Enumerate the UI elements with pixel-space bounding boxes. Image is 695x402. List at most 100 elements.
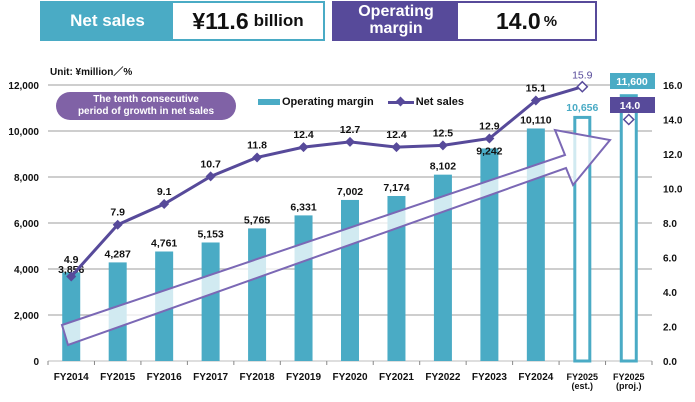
x-axis-label: FY2019 — [286, 372, 321, 383]
operating-margin-kpi-label: Operating margin — [334, 3, 458, 39]
line-value-label: 12.9 — [479, 120, 500, 132]
bar — [387, 195, 406, 361]
bar — [526, 128, 545, 361]
bar — [433, 174, 452, 361]
x-axis-label: FY2016 — [147, 372, 182, 383]
left-axis-tick: 4,000 — [14, 265, 39, 276]
line-marker — [66, 271, 77, 282]
line-marker — [391, 142, 402, 153]
line-marker-hollow — [622, 113, 635, 126]
x-axis-label: FY2014 — [54, 372, 89, 383]
bar-value-label: 7,002 — [337, 186, 363, 198]
line-value-label: 12.4 — [386, 129, 407, 141]
line-marker — [530, 95, 541, 106]
bar-hollow — [619, 94, 638, 363]
line-marker — [298, 142, 309, 153]
x-axis-label: (proj.) — [616, 381, 642, 391]
line-marker-hollow — [576, 80, 589, 93]
line-value-label: 15.9 — [572, 70, 593, 82]
net-sales-kpi-label: Net sales — [70, 11, 145, 31]
line-series — [70, 85, 583, 278]
left-axis-tick: 2,000 — [14, 311, 39, 322]
left-axis-tick: 0 — [33, 357, 39, 368]
line-value-label: 14.0 — [620, 100, 641, 112]
x-axis-label: (est.) — [572, 381, 594, 391]
line-marker — [205, 171, 216, 182]
legend-bar-swatch-icon — [258, 99, 280, 105]
line-marker — [112, 219, 123, 230]
bar-value-label: 9,242 — [476, 145, 502, 157]
x-axis-label: FY2024 — [518, 372, 553, 383]
right-axis-tick: 10.0 — [663, 185, 683, 196]
bar — [294, 215, 313, 361]
operating-margin-kpi-value: 14.0 % — [458, 3, 595, 39]
operating-margin-label-line1: Operating — [358, 3, 434, 21]
line-marker — [484, 133, 495, 144]
line-value-label: 10.7 — [200, 158, 221, 170]
x-axis-label: FY2017 — [193, 372, 228, 383]
bar — [480, 148, 499, 361]
line-marker — [252, 152, 263, 163]
growth-badge: The tenth consecutive period of growth i… — [56, 92, 236, 120]
legend-line-label: Net sales — [415, 96, 464, 108]
bar-value-label: 10,110 — [520, 114, 552, 126]
right-axis-tick: 4.0 — [663, 288, 677, 299]
legend-line-swatch-icon — [387, 97, 414, 107]
chart-legend: Operating margin Net sales — [258, 96, 464, 108]
left-axis-tick: 12,000 — [8, 81, 39, 92]
right-axis-tick: 12.0 — [663, 150, 683, 161]
line-value-label: 11.8 — [247, 139, 267, 151]
growth-badge-line1: The tenth consecutive — [93, 94, 199, 105]
x-axis-label: FY2021 — [379, 372, 414, 383]
right-axis-tick: 6.0 — [663, 254, 677, 265]
bar — [62, 272, 81, 361]
x-axis-label: FY2015 — [100, 372, 135, 383]
net-sales-kpi: Net sales ¥11.6 billion — [40, 1, 325, 41]
bar-value-label: 5,153 — [197, 228, 223, 240]
bar-value-label: 7,174 — [383, 182, 409, 194]
line-marker — [159, 199, 170, 210]
line-value-box — [610, 97, 655, 113]
line-value-label: 15.1 — [526, 83, 547, 95]
operating-margin-label-line2: margin — [369, 20, 423, 37]
bar-value-label: 11,600 — [616, 76, 648, 88]
left-axis-tick: 6,000 — [14, 219, 39, 230]
line-value-label: 12.4 — [293, 129, 314, 141]
bar-value-label: 10,656 — [566, 102, 598, 114]
line-value-label: 7.9 — [110, 207, 125, 219]
legend-bar-label: Operating margin — [282, 96, 374, 108]
operating-margin-value: 14.0 — [495, 7, 541, 34]
line-marker — [437, 140, 448, 151]
line-value-label: 9.1 — [157, 186, 172, 198]
bar-value-label: 8,102 — [430, 161, 456, 173]
line-value-label: 12.7 — [340, 124, 361, 136]
bar — [341, 199, 359, 361]
right-axis-tick: 2.0 — [663, 323, 677, 334]
line-value-label: 12.5 — [433, 127, 454, 139]
x-axis-label: FY2022 — [425, 372, 460, 383]
line-value-label: 4.9 — [64, 254, 79, 266]
x-axis-label: FY2025 — [567, 372, 599, 382]
operating-margin-kpi: Operating margin 14.0 % — [332, 1, 597, 41]
x-axis-label: FY2020 — [332, 372, 367, 383]
operating-margin-unit: % — [543, 12, 558, 30]
net-sales-kpi-value: ¥11.6 billion — [173, 3, 323, 39]
growth-badge-line2: period of growth in net sales — [77, 106, 215, 117]
net-sales-value: ¥11.6 — [192, 7, 249, 34]
bar — [201, 242, 220, 361]
x-axis-label: FY2018 — [240, 372, 275, 383]
left-axis-tick: 8,000 — [14, 173, 39, 184]
line-marker — [345, 136, 355, 147]
right-axis-tick: 16.0 — [663, 81, 683, 92]
bar-value-label: 6,331 — [290, 201, 316, 213]
left-axis-tick: 10,000 — [8, 127, 39, 138]
right-axis-tick: 8.0 — [663, 219, 677, 230]
right-axis-tick: 14.0 — [663, 116, 683, 127]
net-sales-unit: billion — [253, 11, 304, 30]
bar-value-box — [610, 73, 655, 89]
bar-value-label: 4,287 — [105, 248, 131, 260]
growth-arrow-icon — [60, 128, 612, 347]
bar — [248, 228, 267, 361]
x-axis-label: FY2025 — [613, 372, 645, 382]
